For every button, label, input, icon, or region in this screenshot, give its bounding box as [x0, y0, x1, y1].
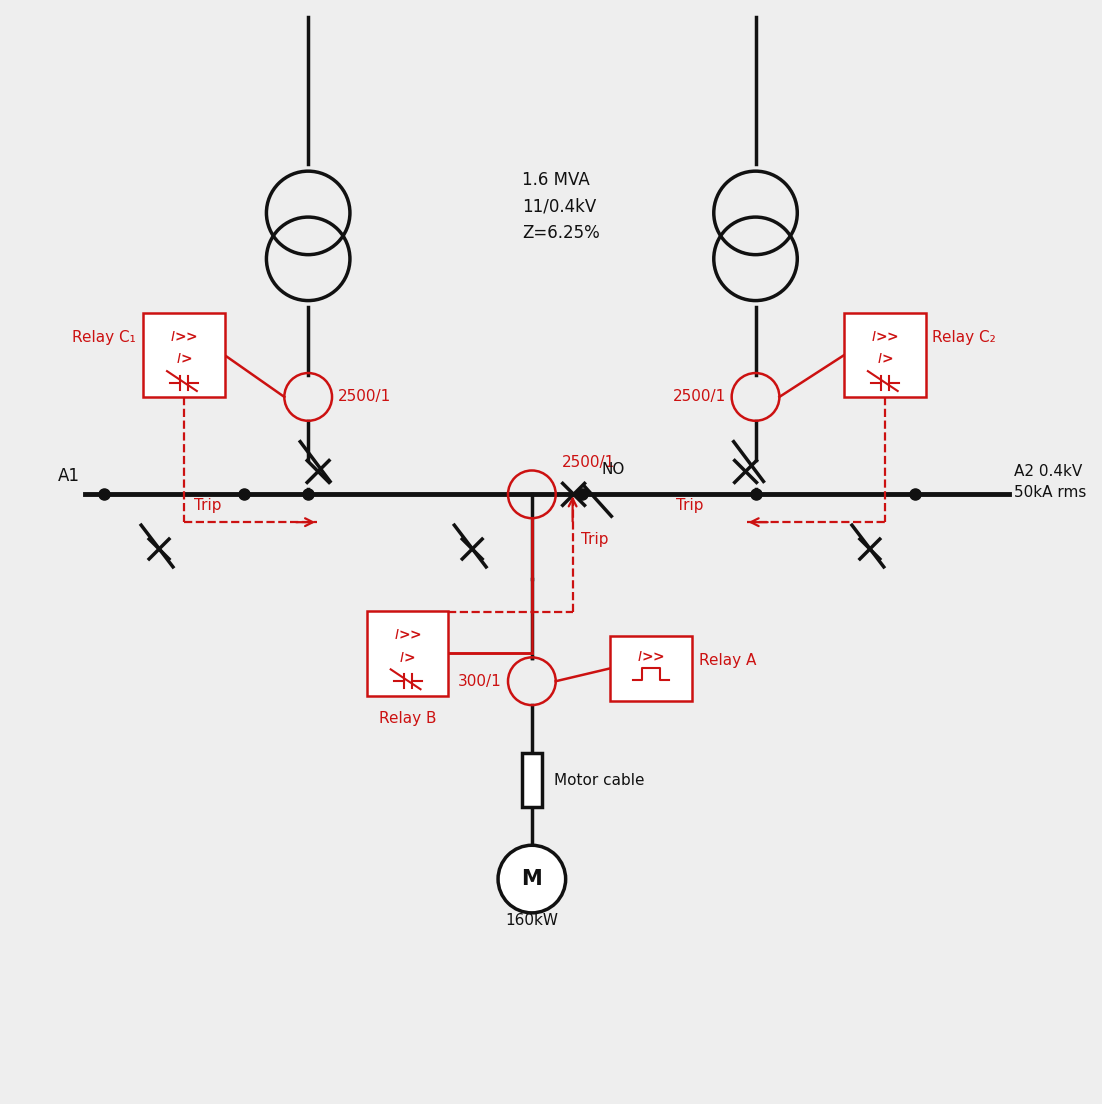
Text: Relay C₂: Relay C₂ [932, 330, 996, 344]
Text: 2500/1: 2500/1 [562, 455, 615, 470]
Text: $I$>>: $I$>> [871, 330, 899, 343]
FancyBboxPatch shape [143, 312, 225, 397]
Text: $I$>: $I$> [176, 352, 192, 367]
Text: 1.6 MVA
11/0.4kV
Z=6.25%: 1.6 MVA 11/0.4kV Z=6.25% [522, 171, 599, 242]
FancyBboxPatch shape [522, 753, 542, 807]
FancyBboxPatch shape [611, 636, 692, 701]
Text: A2 0.4kV
50kA rms: A2 0.4kV 50kA rms [1014, 465, 1087, 500]
Text: $I$>: $I$> [877, 352, 893, 367]
Text: A1: A1 [57, 467, 79, 486]
FancyBboxPatch shape [367, 612, 449, 696]
Text: M: M [521, 869, 542, 889]
Text: NO: NO [602, 461, 625, 477]
Circle shape [498, 846, 565, 913]
Text: $I$>>: $I$>> [170, 330, 198, 343]
Text: Motor cable: Motor cable [553, 773, 645, 787]
Text: $I$>>: $I$>> [637, 649, 666, 664]
Text: 300/1: 300/1 [458, 673, 503, 689]
FancyBboxPatch shape [844, 312, 926, 397]
Text: $I$>>: $I$>> [393, 628, 422, 641]
Text: Trip: Trip [676, 498, 703, 513]
Text: Trip: Trip [194, 498, 222, 513]
Text: Relay B: Relay B [379, 711, 436, 726]
Text: 2500/1: 2500/1 [672, 390, 726, 404]
Text: Trip: Trip [581, 532, 608, 548]
Text: 160kW: 160kW [506, 913, 559, 928]
Text: Relay C₁: Relay C₁ [73, 330, 137, 344]
Text: Relay A: Relay A [699, 652, 756, 668]
Text: 2500/1: 2500/1 [338, 390, 391, 404]
Text: $I$>: $I$> [399, 650, 415, 665]
